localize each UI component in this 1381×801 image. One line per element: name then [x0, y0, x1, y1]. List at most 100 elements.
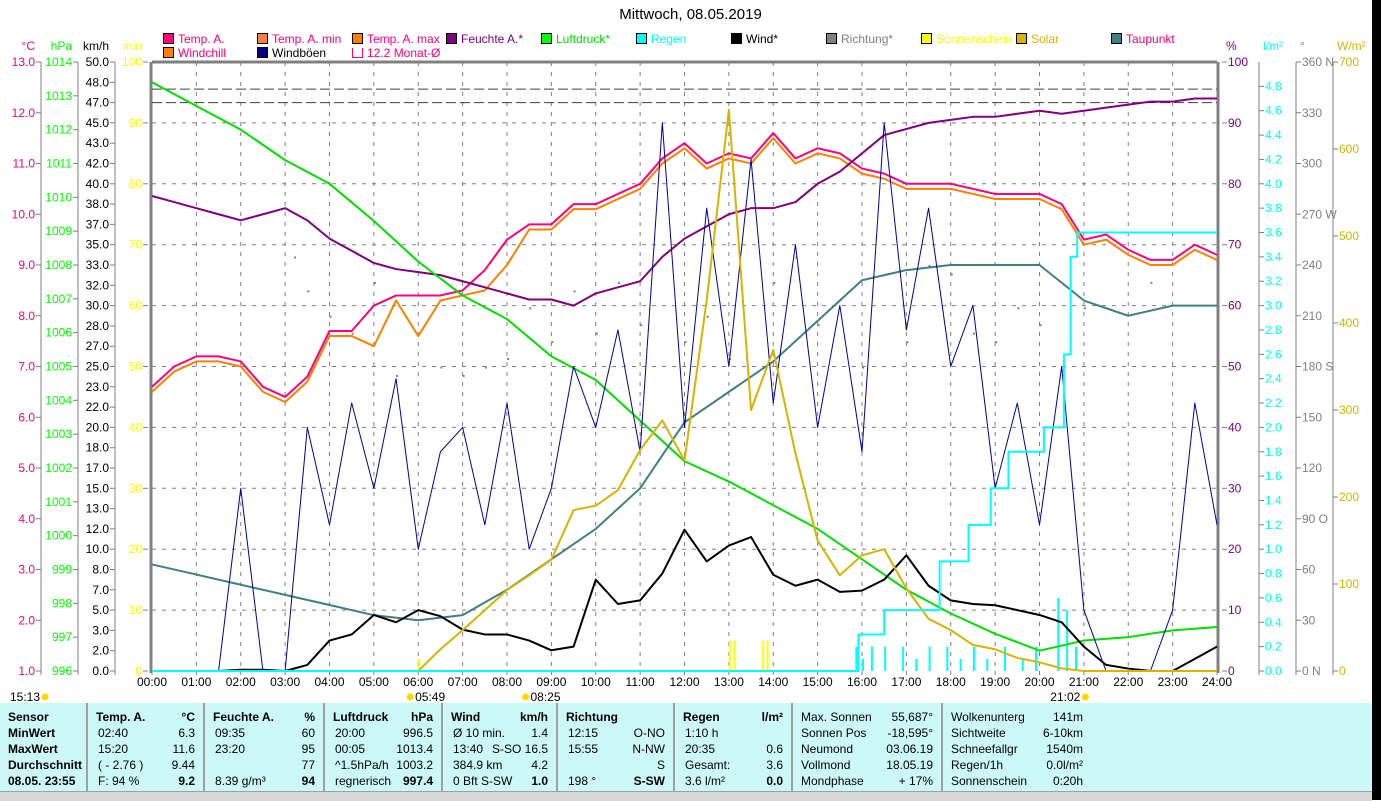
table-cell: 77	[301, 758, 315, 772]
temp-tick-label: 13.0	[12, 55, 36, 69]
legend-item: Feuchte A.*	[446, 32, 523, 46]
x-tick-label: 06:00	[403, 675, 433, 689]
direction-point	[573, 290, 576, 293]
legend-label: Wind*	[746, 32, 779, 46]
sunshine-bar	[728, 640, 731, 671]
legend-swatch	[921, 33, 932, 44]
solar-tick-label: 0	[1339, 664, 1346, 678]
table-cell: ^1.5hPa/h	[335, 758, 389, 772]
table-cell: N-NW	[632, 742, 665, 756]
wind-tick-label: 28.0	[86, 319, 110, 333]
rain-tick-label: 4.0	[1265, 177, 1282, 191]
direction-point	[294, 256, 296, 259]
direction-tick-label: 150	[1302, 410, 1322, 424]
temp-axis-unit: °C	[22, 39, 36, 53]
table-column: Wind km/h Ø 10 min. 1.4 13:40 S-SO 16.5 384.9 …	[443, 703, 558, 791]
table-cell: 4.2	[531, 758, 548, 772]
table-cell: 0 Bft S-SW	[453, 774, 513, 788]
rain-bar	[1021, 658, 1024, 671]
direction-point	[307, 290, 310, 293]
legend-item: Taupunkt	[1111, 32, 1175, 46]
temp-tick-label: 11.0	[13, 157, 36, 171]
pressure-tick-label: 1004	[45, 393, 72, 407]
series-regen	[152, 231, 1217, 672]
rain-tick-label: 2.0	[1265, 420, 1282, 434]
sunshine-tick-label: 30	[129, 481, 143, 495]
table-cell: 95	[301, 742, 315, 756]
wind-tick-label: 20.0	[86, 420, 110, 434]
wind-tick-label: 33.0	[86, 258, 110, 272]
legend-label: Temp. A. min	[272, 32, 342, 46]
table-column: Wolkenunterg 141m Sichtweite 6-10km Schneefa…	[943, 703, 1372, 791]
wind-tick-label: 47.0	[86, 96, 110, 110]
table-cell: 3.6 l/m²	[685, 774, 726, 788]
x-tick-label: 12:00	[669, 675, 699, 689]
table-cell: km/h	[519, 710, 548, 724]
table-cell: O-NO	[633, 726, 665, 740]
humidity-tick-label: 40	[1228, 420, 1242, 434]
table-cell: 0.6	[766, 742, 783, 756]
rain-axis-unit: l/m²	[1263, 39, 1283, 53]
wind-tick-label: 15.0	[86, 481, 110, 495]
legend-swatch	[352, 33, 363, 44]
legend-item: Windböen	[257, 46, 326, 60]
table-cell: 996.5	[402, 726, 433, 740]
table-cell: 11.6	[172, 742, 195, 756]
rain-tick-label: 1.8	[1265, 445, 1282, 459]
x-tick-label: 01:00	[181, 675, 211, 689]
direction-axis-unit: °	[1300, 39, 1305, 53]
table-cell: Vollmond	[801, 758, 851, 772]
direction-point	[862, 366, 864, 369]
series-temp-a	[151, 132, 1218, 398]
humidity-tick-label: 20	[1228, 542, 1242, 556]
statistics-table: Sensor MinWert MaxWert Durchschnitt 08.05. 2…	[0, 703, 1372, 791]
wind-tick-label: 37.0	[86, 217, 110, 231]
wind-tick-label: 22.0	[86, 400, 110, 414]
wind-tick-label: 8.0	[92, 563, 109, 577]
event-time-label: 08:25	[531, 690, 561, 703]
legend-label: Sonnenschein	[936, 32, 1013, 46]
table-cell: 02:40	[98, 726, 129, 740]
table-cell: S	[656, 758, 665, 772]
legend-label: Windchill	[178, 46, 227, 60]
table-column: Max. Sonnen 55,687° Sonnen Pos -18,595° Neum…	[793, 703, 943, 791]
sunshine-bar	[418, 658, 421, 671]
rain-tick-label: 1.2	[1265, 518, 1282, 532]
direction-point	[817, 324, 820, 327]
sunrise-icon	[406, 693, 414, 701]
legend-label: Temp. A.	[178, 32, 225, 46]
rain-tick-label: 2.6	[1265, 347, 1282, 361]
table-cell: 20:00	[335, 726, 366, 740]
rain-bar	[1004, 646, 1006, 671]
direction-point	[950, 273, 953, 276]
table-cell: 23:20	[215, 742, 246, 756]
temp-tick-label: 1.0	[18, 664, 35, 678]
wind-tick-label: 45.0	[86, 116, 110, 130]
sunset-icon	[1081, 693, 1089, 701]
table-cell: Regen	[683, 710, 720, 724]
rain-bar	[855, 646, 858, 671]
legend-swatch	[257, 33, 268, 44]
x-tick-label: 09:00	[536, 675, 566, 689]
x-tick-label: 10:00	[581, 675, 611, 689]
table-cell: 6-10km	[1042, 726, 1083, 740]
pressure-tick-label: 1009	[45, 224, 72, 238]
table-cell: 384.9 km	[453, 758, 503, 772]
x-tick-label: 22:00	[1113, 675, 1143, 689]
solar-axis-unit: W/m²	[1337, 39, 1366, 53]
sunshine-tick-label: 20	[129, 542, 143, 556]
table-cell: 20:35	[685, 742, 716, 756]
rain-tick-label: 0.2	[1265, 640, 1282, 654]
direction-point	[1083, 307, 1086, 310]
x-tick-label: 23:00	[1158, 675, 1188, 689]
solar-tick-label: 600	[1339, 142, 1359, 156]
rain-tick-label: 0.4	[1265, 615, 1282, 629]
x-tick-label: 14:00	[758, 675, 788, 689]
wind-tick-label: 42.0	[86, 156, 110, 170]
series-windb-en	[152, 122, 1218, 672]
direction-point	[795, 256, 798, 259]
rain-bar	[946, 646, 949, 671]
legend-swatch	[163, 33, 174, 44]
legend-item: 12.2 Monat-Ø	[352, 46, 440, 60]
table-cell: 00:05	[335, 742, 366, 756]
